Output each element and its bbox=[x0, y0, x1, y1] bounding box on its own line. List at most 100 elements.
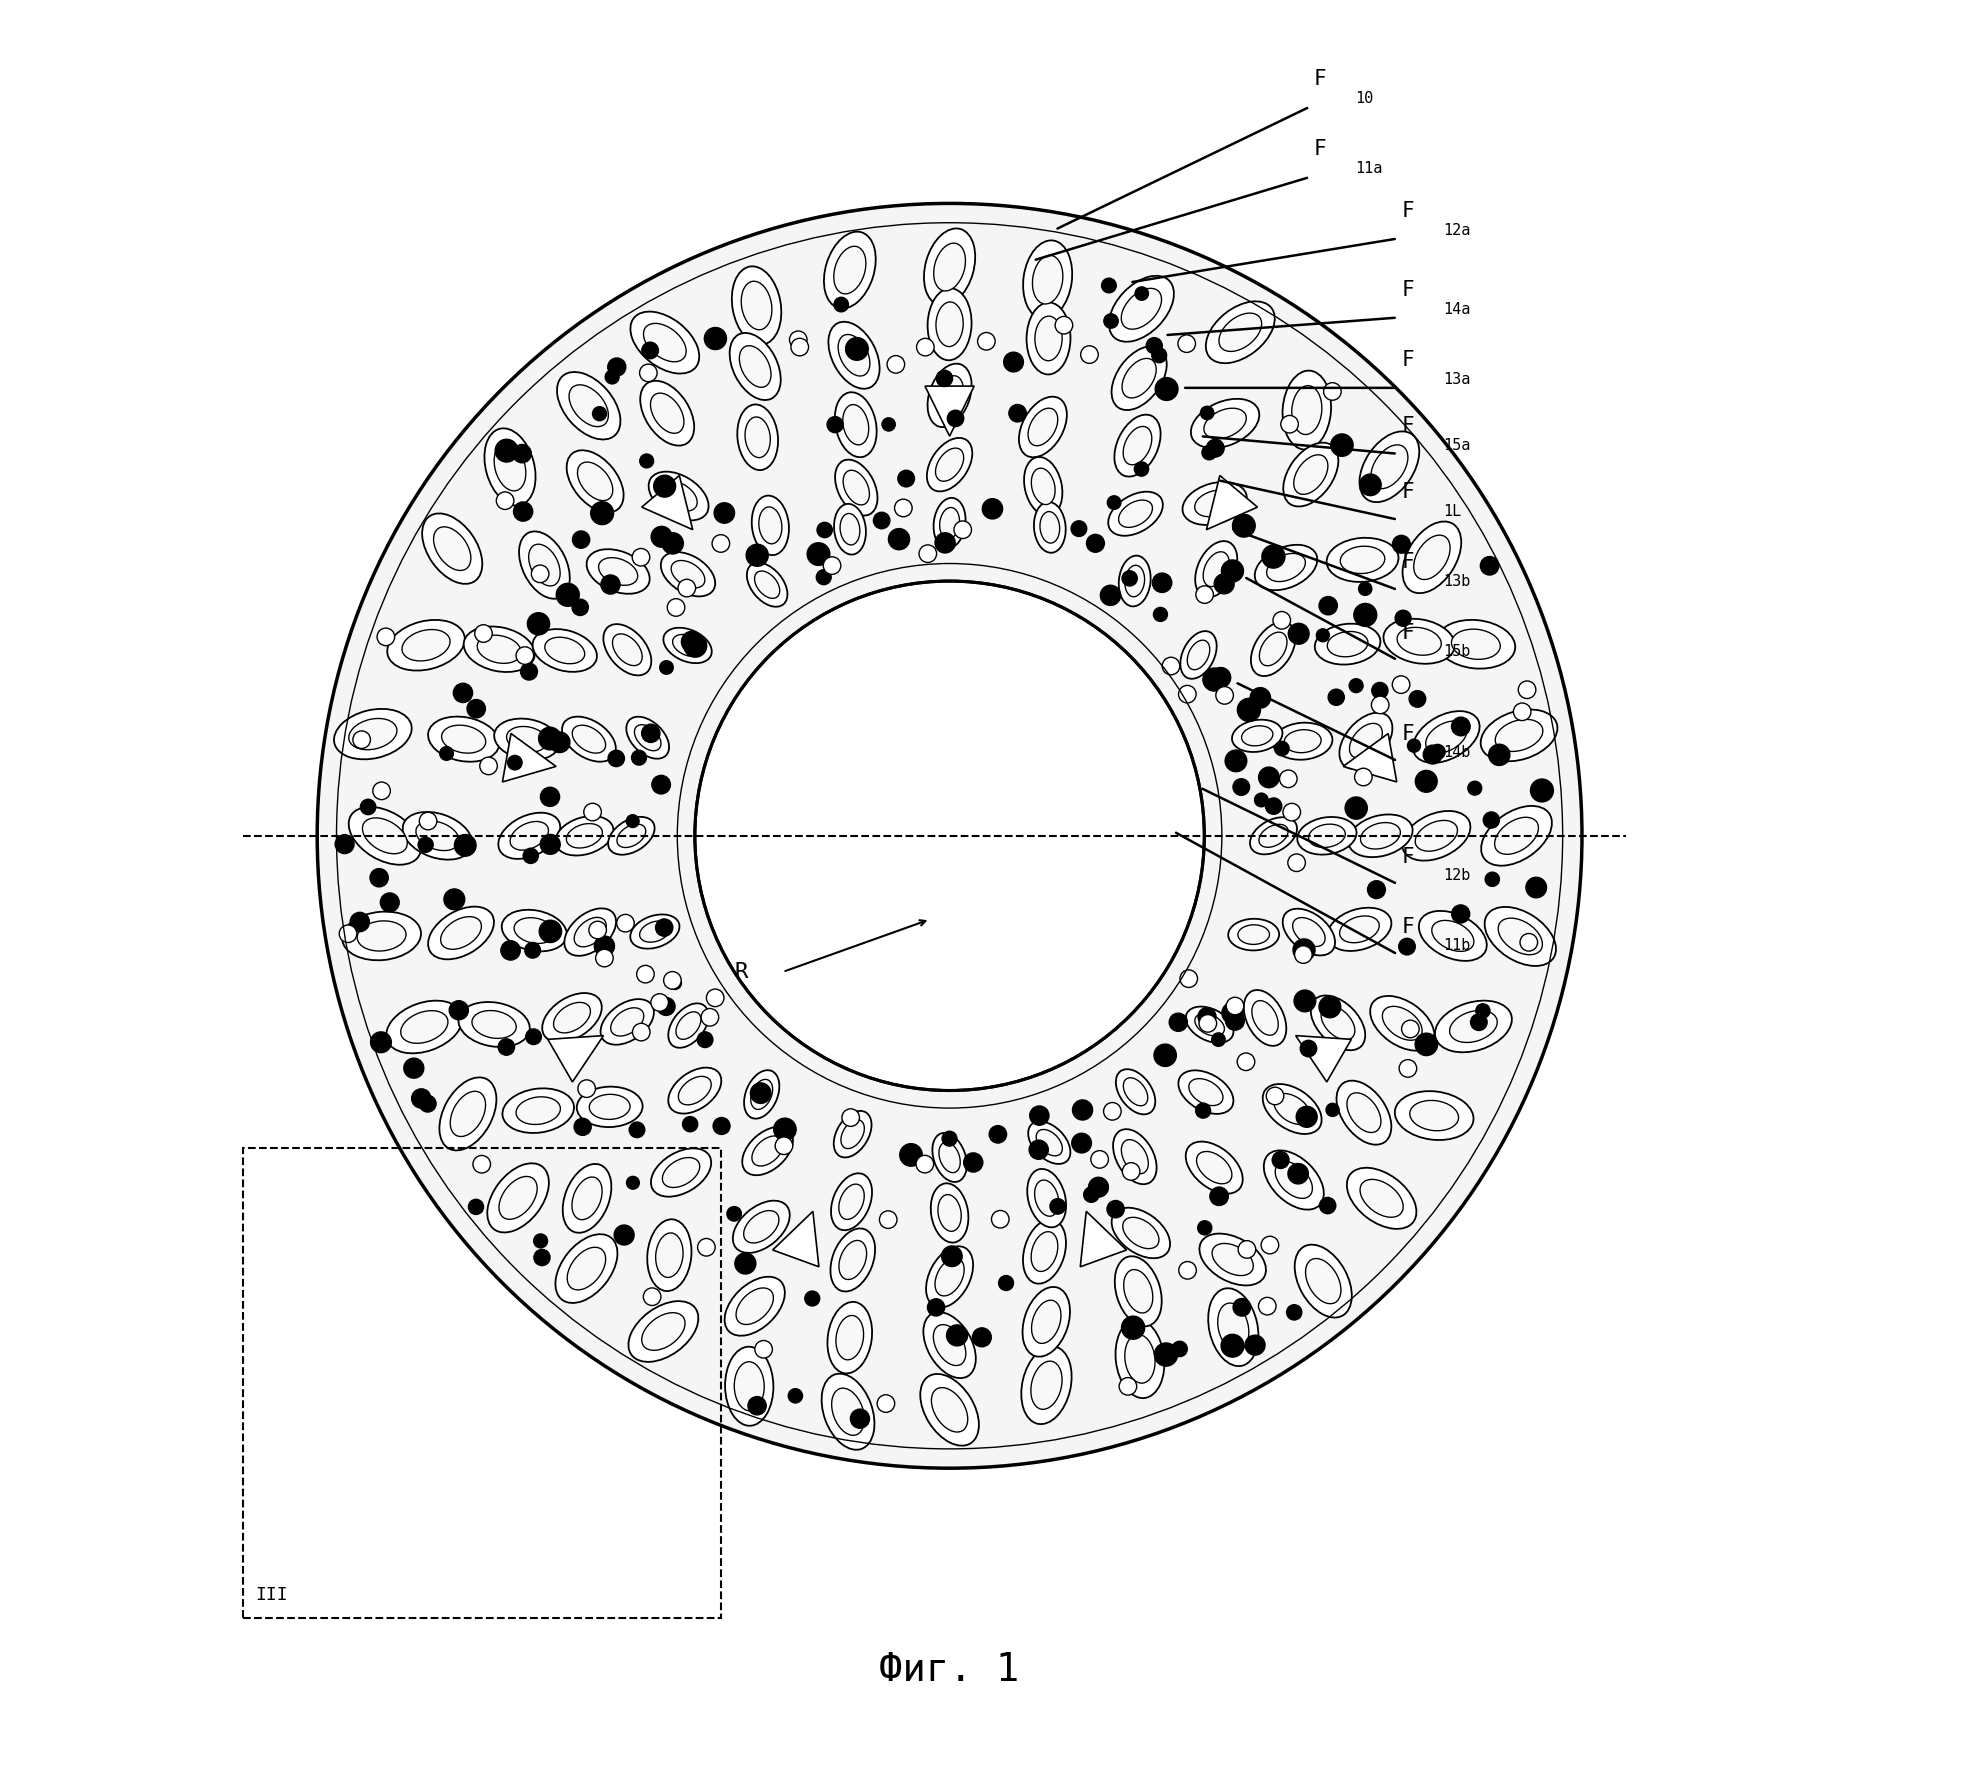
Circle shape bbox=[1530, 778, 1554, 801]
Ellipse shape bbox=[648, 471, 709, 521]
Circle shape bbox=[775, 1137, 793, 1155]
Text: 15a: 15a bbox=[1443, 437, 1470, 453]
Circle shape bbox=[1431, 745, 1445, 759]
Circle shape bbox=[1226, 997, 1244, 1015]
Ellipse shape bbox=[1433, 920, 1474, 951]
Ellipse shape bbox=[1117, 1070, 1154, 1114]
Circle shape bbox=[1178, 334, 1196, 352]
Ellipse shape bbox=[564, 908, 616, 956]
Ellipse shape bbox=[1123, 1079, 1148, 1105]
Ellipse shape bbox=[1180, 631, 1216, 679]
Circle shape bbox=[616, 915, 634, 931]
Ellipse shape bbox=[1125, 1269, 1152, 1313]
Ellipse shape bbox=[1023, 457, 1063, 515]
Ellipse shape bbox=[842, 471, 870, 505]
Ellipse shape bbox=[1123, 426, 1152, 466]
Circle shape bbox=[1266, 798, 1282, 814]
Ellipse shape bbox=[1196, 540, 1238, 597]
Ellipse shape bbox=[1125, 1335, 1154, 1383]
Circle shape bbox=[1210, 1187, 1228, 1205]
Circle shape bbox=[886, 355, 904, 373]
Ellipse shape bbox=[926, 1246, 974, 1308]
Polygon shape bbox=[1296, 1036, 1351, 1082]
Circle shape bbox=[1399, 1059, 1417, 1077]
Ellipse shape bbox=[1113, 1128, 1156, 1183]
Ellipse shape bbox=[934, 243, 966, 291]
Ellipse shape bbox=[1035, 1130, 1063, 1155]
Ellipse shape bbox=[544, 638, 584, 665]
Ellipse shape bbox=[1480, 807, 1552, 865]
Circle shape bbox=[727, 1207, 741, 1221]
Ellipse shape bbox=[1260, 825, 1288, 848]
Ellipse shape bbox=[556, 1235, 618, 1303]
Circle shape bbox=[1154, 1343, 1178, 1367]
Circle shape bbox=[751, 1082, 771, 1104]
Ellipse shape bbox=[1218, 1303, 1250, 1351]
Circle shape bbox=[1272, 1151, 1290, 1169]
Ellipse shape bbox=[1480, 709, 1558, 761]
Ellipse shape bbox=[1339, 713, 1393, 769]
Ellipse shape bbox=[648, 1219, 691, 1292]
Ellipse shape bbox=[743, 1210, 779, 1242]
Circle shape bbox=[636, 965, 654, 983]
Ellipse shape bbox=[554, 1002, 590, 1032]
Text: III: III bbox=[256, 1587, 288, 1605]
Circle shape bbox=[1476, 1004, 1490, 1018]
Circle shape bbox=[964, 1153, 984, 1173]
Circle shape bbox=[1518, 681, 1536, 698]
Ellipse shape bbox=[1208, 1288, 1258, 1367]
Circle shape bbox=[1123, 570, 1137, 586]
Circle shape bbox=[475, 626, 493, 641]
Ellipse shape bbox=[362, 817, 407, 853]
Circle shape bbox=[572, 531, 590, 549]
Circle shape bbox=[1359, 583, 1371, 595]
Ellipse shape bbox=[932, 1388, 968, 1432]
Ellipse shape bbox=[1411, 1100, 1458, 1130]
Ellipse shape bbox=[662, 1157, 699, 1187]
Circle shape bbox=[1345, 796, 1367, 819]
Polygon shape bbox=[503, 734, 556, 782]
Text: 1L: 1L bbox=[1443, 503, 1462, 519]
Circle shape bbox=[882, 418, 896, 432]
Ellipse shape bbox=[1254, 546, 1317, 590]
Ellipse shape bbox=[829, 322, 880, 389]
Ellipse shape bbox=[1264, 1150, 1323, 1210]
Ellipse shape bbox=[401, 1011, 447, 1043]
Text: 10: 10 bbox=[1355, 91, 1373, 107]
Ellipse shape bbox=[1111, 1208, 1170, 1258]
Circle shape bbox=[999, 1276, 1013, 1290]
Polygon shape bbox=[548, 1036, 604, 1082]
Ellipse shape bbox=[1292, 386, 1321, 435]
Ellipse shape bbox=[1119, 499, 1152, 528]
Circle shape bbox=[900, 1144, 922, 1166]
Circle shape bbox=[1319, 1198, 1335, 1214]
Circle shape bbox=[374, 782, 389, 800]
Ellipse shape bbox=[487, 1164, 548, 1233]
Circle shape bbox=[707, 990, 723, 1006]
Ellipse shape bbox=[1031, 467, 1055, 505]
Circle shape bbox=[1482, 812, 1500, 828]
Bar bbox=[242, 1148, 721, 1617]
Ellipse shape bbox=[1349, 723, 1383, 759]
Circle shape bbox=[1484, 873, 1500, 887]
Circle shape bbox=[588, 920, 606, 938]
Circle shape bbox=[682, 631, 703, 652]
Ellipse shape bbox=[759, 506, 783, 544]
Circle shape bbox=[1238, 698, 1260, 721]
Circle shape bbox=[1162, 657, 1180, 675]
Circle shape bbox=[652, 993, 668, 1011]
Circle shape bbox=[1409, 691, 1427, 707]
Ellipse shape bbox=[1494, 817, 1538, 855]
Ellipse shape bbox=[656, 1233, 684, 1278]
Circle shape bbox=[550, 732, 570, 752]
Text: F: F bbox=[1313, 139, 1327, 160]
Ellipse shape bbox=[427, 906, 495, 960]
Circle shape bbox=[632, 750, 646, 766]
Circle shape bbox=[1222, 1335, 1244, 1358]
Ellipse shape bbox=[477, 634, 521, 663]
Circle shape bbox=[898, 471, 914, 487]
Ellipse shape bbox=[1031, 1231, 1057, 1272]
Ellipse shape bbox=[1238, 924, 1270, 944]
Circle shape bbox=[1152, 348, 1166, 363]
Circle shape bbox=[499, 1040, 515, 1056]
